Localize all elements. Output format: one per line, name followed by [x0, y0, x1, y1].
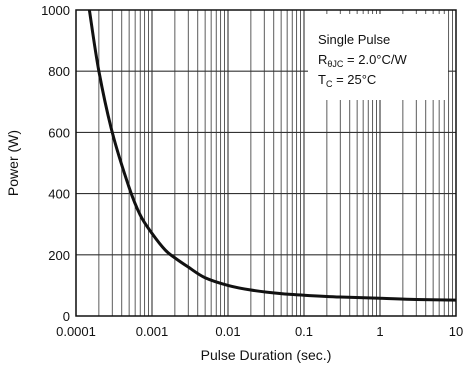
- x-tick-label: 1: [376, 324, 383, 339]
- y-tick-label: 800: [48, 64, 70, 79]
- y-tick-label: 600: [48, 125, 70, 140]
- x-tick-label: 0.1: [295, 324, 313, 339]
- annotation-box: Single Pulse RθJC = 2.0°C/W TC = 25°C: [308, 14, 448, 100]
- x-tick-labels: 0.0001 0.001 0.01 0.1 1 10: [56, 324, 463, 339]
- annotation-line-2: RθJC = 2.0°C/W: [318, 52, 407, 69]
- y-tick-label: 0: [63, 309, 70, 324]
- annotation-line-1: Single Pulse: [318, 32, 390, 47]
- y-tick-label: 400: [48, 187, 70, 202]
- x-tick-label: 0.001: [136, 324, 169, 339]
- y-tick-label: 200: [48, 248, 70, 263]
- x-tick-label: 0.01: [215, 324, 240, 339]
- plot-frame: [75, 9, 457, 317]
- y-tick-labels: 0 200 400 600 800 1000: [41, 3, 70, 324]
- y-axis-label: Power (W): [5, 130, 21, 196]
- series-line: [87, 9, 457, 302]
- annotation-line-3: TC = 25°C: [318, 72, 376, 89]
- x-axis-label: Pulse Duration (sec.): [201, 347, 332, 363]
- x-tick-label: 10: [449, 324, 463, 339]
- x-tick-label: 0.0001: [56, 324, 96, 339]
- y-tick-label: 1000: [41, 3, 70, 18]
